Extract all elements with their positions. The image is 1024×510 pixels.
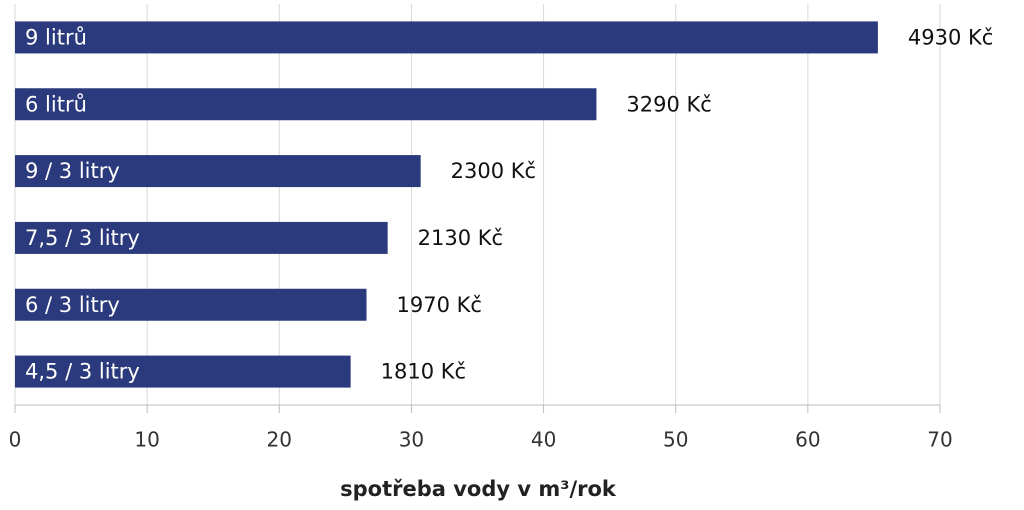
x-tick-label: 60 [795, 428, 820, 452]
x-tick-label: 10 [134, 428, 159, 452]
bar [15, 288, 367, 321]
x-axis-title: spotřeba vody v m³/rok [340, 477, 617, 501]
category-label: 9 litrů [25, 25, 87, 49]
cost-label: 3290 Kč [626, 92, 711, 116]
cost-label: 2300 Kč [451, 159, 536, 183]
category-label: 7,5 / 3 litry [25, 226, 140, 250]
x-tick-label: 50 [663, 428, 688, 452]
bar [15, 21, 878, 54]
bar [15, 355, 351, 388]
cost-label: 2130 Kč [418, 226, 503, 250]
category-label: 9 / 3 litry [25, 159, 120, 183]
cost-label: 4930 Kč [908, 25, 993, 49]
cost-label: 1970 Kč [397, 293, 482, 317]
bar [15, 155, 421, 188]
category-label: 6 / 3 litry [25, 293, 120, 317]
bar [15, 88, 597, 121]
category-label: 6 litrů [25, 92, 87, 116]
x-tick-label: 0 [9, 428, 22, 452]
cost-label: 1810 Kč [381, 360, 466, 384]
x-tick-label: 30 [399, 428, 424, 452]
x-tick-label: 20 [267, 428, 292, 452]
category-label: 4,5 / 3 litry [25, 360, 140, 384]
bar [15, 221, 388, 254]
x-tick-label: 40 [531, 428, 556, 452]
x-tick-label: 70 [927, 428, 952, 452]
